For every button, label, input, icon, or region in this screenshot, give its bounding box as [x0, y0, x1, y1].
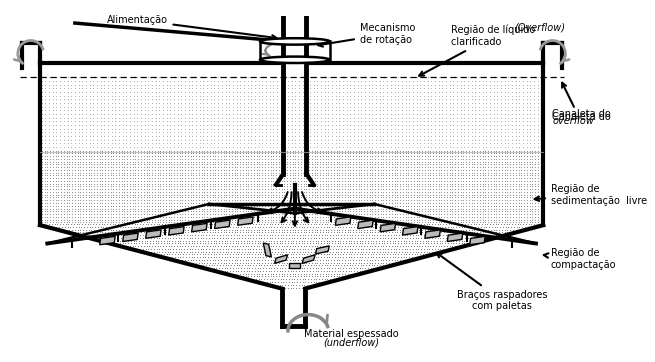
Text: Canaleta do: Canaleta do: [553, 83, 611, 134]
Text: Região de
sedimentação  livre: Região de sedimentação livre: [534, 184, 646, 206]
Text: Alimentação: Alimentação: [107, 15, 276, 40]
Text: (underflow): (underflow): [324, 338, 379, 348]
Polygon shape: [358, 220, 373, 228]
Text: Mecanismo
de rotação: Mecanismo de rotação: [318, 23, 415, 47]
Polygon shape: [100, 236, 115, 245]
Polygon shape: [470, 236, 485, 245]
Polygon shape: [447, 233, 462, 241]
Text: Região de líquido
clarificado: Região de líquido clarificado: [419, 25, 536, 76]
Text: (Overflow): (Overflow): [514, 22, 565, 32]
Polygon shape: [425, 230, 440, 238]
Polygon shape: [290, 263, 301, 268]
Polygon shape: [316, 246, 329, 254]
Polygon shape: [215, 220, 230, 228]
Polygon shape: [145, 230, 161, 238]
Polygon shape: [192, 223, 207, 232]
Polygon shape: [122, 233, 138, 241]
Polygon shape: [335, 217, 351, 225]
Text: Canaleta do: Canaleta do: [553, 109, 611, 131]
Polygon shape: [380, 223, 396, 232]
Ellipse shape: [260, 56, 329, 63]
Polygon shape: [274, 255, 288, 264]
Text: overflow: overflow: [553, 116, 594, 126]
Text: Região de
compactação: Região de compactação: [544, 248, 616, 270]
Text: Material espessado: Material espessado: [304, 329, 399, 340]
Polygon shape: [263, 243, 271, 257]
Text: Braços raspadores
com paletas: Braços raspadores com paletas: [437, 253, 547, 311]
Polygon shape: [238, 217, 253, 225]
Polygon shape: [169, 227, 184, 235]
Polygon shape: [302, 255, 315, 264]
Ellipse shape: [260, 38, 329, 45]
Polygon shape: [403, 227, 418, 235]
